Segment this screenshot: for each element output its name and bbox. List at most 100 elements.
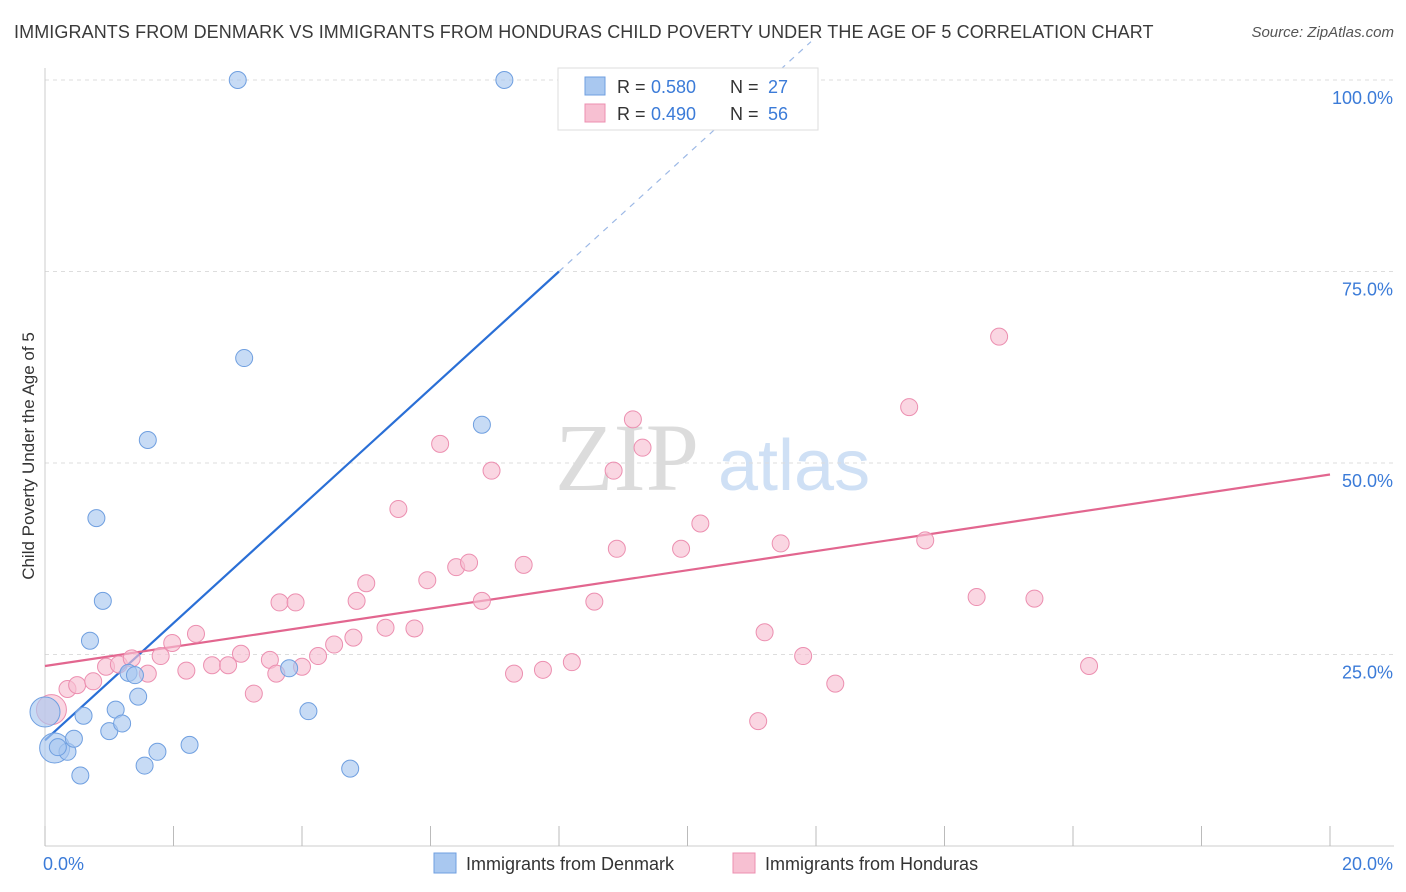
point-honduras bbox=[482, 461, 501, 480]
point-honduras bbox=[405, 619, 424, 638]
gridlines bbox=[45, 79, 1394, 655]
point-honduras bbox=[900, 398, 919, 417]
point-denmark bbox=[74, 706, 93, 725]
point-honduras bbox=[231, 644, 250, 663]
point-honduras bbox=[990, 327, 1009, 346]
stats-n-label-honduras: N = bbox=[730, 104, 759, 124]
y-tick-label: 75.0% bbox=[1342, 280, 1393, 300]
point-honduras bbox=[691, 514, 710, 533]
watermark-atlas: atlas bbox=[718, 426, 870, 506]
point-honduras bbox=[1080, 656, 1099, 675]
point-honduras bbox=[505, 664, 524, 683]
point-honduras bbox=[122, 649, 141, 668]
point-denmark bbox=[113, 714, 132, 733]
point-honduras bbox=[177, 661, 196, 680]
point-honduras bbox=[203, 656, 222, 675]
point-honduras bbox=[749, 712, 768, 731]
stats-r-value-honduras: 0.490 bbox=[651, 104, 696, 124]
point-denmark bbox=[135, 756, 154, 775]
point-honduras bbox=[244, 684, 263, 703]
point-honduras bbox=[347, 591, 366, 610]
point-denmark bbox=[93, 591, 112, 610]
trend-lines bbox=[44, 41, 1331, 742]
point-denmark bbox=[80, 631, 99, 650]
point-honduras bbox=[460, 553, 479, 572]
point-denmark bbox=[180, 735, 199, 754]
point-honduras bbox=[967, 588, 986, 607]
point-honduras bbox=[68, 676, 87, 695]
stats-r-label-denmark: R = bbox=[617, 77, 646, 97]
point-honduras bbox=[270, 593, 289, 612]
chart-title: IMMIGRANTS FROM DENMARK VS IMMIGRANTS FR… bbox=[14, 22, 1154, 42]
point-denmark bbox=[235, 349, 254, 368]
point-denmark bbox=[280, 659, 299, 678]
y-tick-label: 25.0% bbox=[1342, 663, 1393, 683]
point-honduras bbox=[344, 628, 363, 647]
point-honduras bbox=[1025, 589, 1044, 608]
point-honduras bbox=[672, 539, 691, 558]
point-honduras bbox=[286, 593, 305, 612]
point-honduras bbox=[186, 624, 205, 643]
point-denmark bbox=[71, 766, 90, 785]
point-honduras bbox=[357, 574, 376, 593]
point-denmark bbox=[48, 738, 67, 757]
stats-swatch-honduras bbox=[584, 103, 606, 123]
point-honduras bbox=[418, 571, 437, 590]
point-denmark bbox=[29, 696, 61, 728]
legend-label-honduras: Immigrants from Honduras bbox=[765, 854, 978, 874]
scatter-points bbox=[29, 71, 1099, 785]
point-honduras bbox=[585, 592, 604, 611]
legend-label-denmark: Immigrants from Denmark bbox=[466, 854, 675, 874]
point-honduras bbox=[163, 634, 182, 653]
point-honduras bbox=[431, 434, 450, 453]
point-honduras bbox=[151, 647, 170, 666]
point-honduras bbox=[514, 555, 533, 574]
point-honduras bbox=[623, 410, 642, 429]
stats-n-value-honduras: 56 bbox=[768, 104, 788, 124]
y-tick-label: 100.0% bbox=[1332, 88, 1393, 108]
legend-swatch-denmark bbox=[433, 852, 457, 874]
point-honduras bbox=[389, 499, 408, 518]
trend-line-denmark-extension bbox=[558, 41, 812, 272]
point-denmark bbox=[87, 509, 106, 528]
point-honduras bbox=[562, 653, 581, 672]
legend-swatch-honduras bbox=[732, 852, 756, 874]
point-denmark bbox=[125, 666, 144, 685]
trend-line-honduras bbox=[44, 473, 1331, 668]
x-tick-label: 20.0% bbox=[1342, 854, 1393, 874]
point-honduras bbox=[325, 635, 344, 654]
stats-legend: R = 0.580 N = 27 R = 0.490 N = 56 bbox=[557, 67, 819, 131]
point-honduras bbox=[826, 674, 845, 693]
point-honduras bbox=[472, 591, 491, 610]
point-denmark bbox=[148, 742, 167, 761]
stats-n-value-denmark: 27 bbox=[768, 77, 788, 97]
y-tick-label: 50.0% bbox=[1342, 471, 1393, 491]
point-honduras bbox=[309, 647, 328, 666]
point-honduras bbox=[794, 647, 813, 666]
stats-n-label-denmark: N = bbox=[730, 77, 759, 97]
x-tick-label: 0.0% bbox=[43, 854, 84, 874]
stats-r-value-denmark: 0.580 bbox=[651, 77, 696, 97]
point-denmark bbox=[228, 71, 247, 89]
point-honduras bbox=[604, 461, 623, 480]
point-honduras bbox=[376, 618, 395, 637]
point-denmark bbox=[129, 687, 148, 706]
point-honduras bbox=[219, 656, 238, 675]
point-honduras bbox=[755, 623, 774, 642]
stats-r-label-honduras: R = bbox=[617, 104, 646, 124]
point-honduras bbox=[633, 438, 652, 457]
series-legend: Immigrants from Denmark Immigrants from … bbox=[433, 852, 978, 874]
point-denmark bbox=[495, 71, 514, 89]
stats-swatch-denmark bbox=[584, 76, 606, 96]
source-label: Source: ZipAtlas.com bbox=[1251, 24, 1394, 41]
point-denmark bbox=[64, 729, 83, 748]
point-honduras bbox=[771, 534, 790, 553]
axes: 25.0% 50.0% 75.0% 100.0% 0.0% 20.0% bbox=[43, 68, 1394, 874]
point-honduras bbox=[607, 539, 626, 558]
y-axis-label: Child Poverty Under the Age of 5 bbox=[19, 332, 38, 580]
point-honduras bbox=[533, 660, 552, 679]
point-denmark bbox=[341, 759, 360, 778]
point-denmark bbox=[472, 415, 491, 434]
point-honduras bbox=[916, 531, 935, 550]
